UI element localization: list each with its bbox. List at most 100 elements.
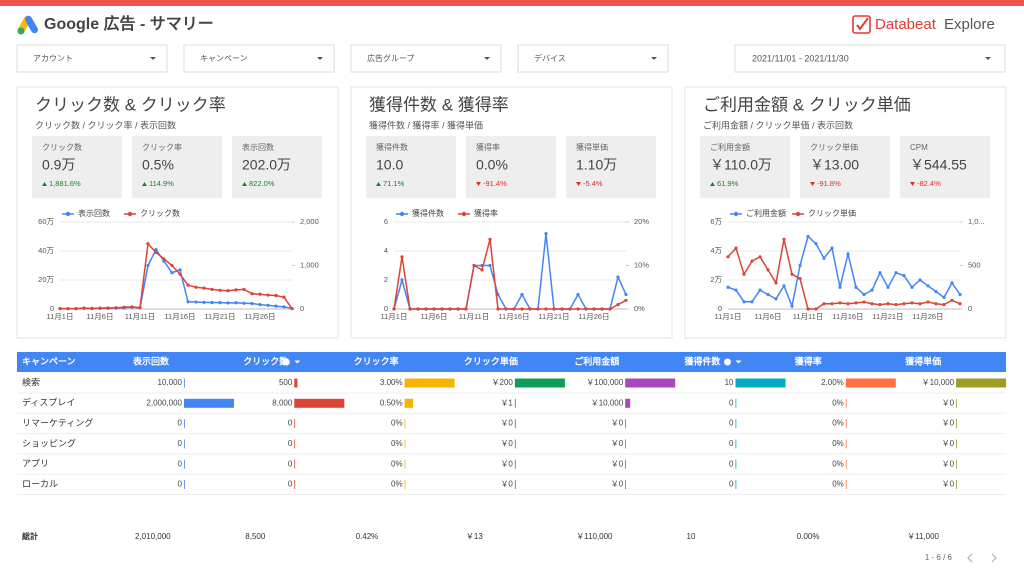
- cell-bar: [845, 439, 847, 449]
- sort-arrow[interactable]: [735, 360, 742, 364]
- data-point: [154, 250, 158, 255]
- data-point: [242, 287, 246, 292]
- dropdown-arrow[interactable]: [150, 57, 156, 60]
- cell-value: ￥0: [500, 419, 513, 428]
- column-header[interactable]: クリック数: [243, 355, 289, 366]
- data-point: [234, 301, 238, 305]
- column-header[interactable]: 獲得単価: [905, 355, 941, 366]
- data-point: [846, 252, 850, 256]
- data-point: [258, 292, 262, 296]
- data-point: [202, 300, 206, 304]
- cell-value: ￥100,000: [586, 378, 623, 387]
- cell-bar: [956, 378, 1007, 388]
- data-point: [910, 301, 914, 305]
- dropdown-arrow[interactable]: [651, 57, 657, 60]
- date-range-picker[interactable]: 2021/11/01 - 2021/11/30: [734, 44, 1006, 73]
- total-value: 0.42%: [356, 532, 379, 541]
- google-ads-logo: [17, 15, 38, 35]
- x-tick-label: 11月11日: [125, 312, 156, 321]
- data-point: [878, 303, 882, 307]
- dropdown-label[interactable]: キャンペーン: [200, 54, 248, 63]
- filter-dropdown[interactable]: アカウント: [16, 44, 168, 73]
- cell-value: 0%: [391, 439, 403, 448]
- y-tick-label: 2万: [710, 275, 722, 284]
- kpi-card: [800, 136, 890, 198]
- data-point: [504, 307, 508, 311]
- data-point: [918, 278, 922, 282]
- dropdown-box[interactable]: [183, 44, 335, 73]
- kpi-label: クリック単価: [810, 142, 858, 152]
- column-header[interactable]: クリック単価: [464, 355, 518, 366]
- cell-value: 0.50%: [380, 398, 403, 407]
- kpi-card: [366, 136, 456, 198]
- data-point: [218, 301, 222, 305]
- data-point: [488, 263, 492, 268]
- filter-dropdown[interactable]: キャンペーン: [183, 44, 335, 73]
- cell-value: ￥0: [611, 439, 624, 448]
- data-point: [106, 306, 110, 310]
- data-point: [742, 300, 746, 304]
- dropdown-arrow[interactable]: [985, 57, 991, 60]
- data-point: [392, 307, 396, 311]
- kpi-value: ￥110.0万: [710, 157, 772, 173]
- x-tick-label: 11月1日: [715, 312, 742, 321]
- total-value: ￥13: [466, 532, 483, 541]
- column-header[interactable]: 表示回数: [132, 355, 170, 366]
- data-point: [82, 306, 86, 310]
- data-point: [162, 257, 166, 261]
- dropdown-arrow[interactable]: [317, 57, 323, 60]
- x-tick-label: 11月16日: [164, 312, 195, 321]
- filter-dropdown[interactable]: 広告グループ: [350, 44, 502, 73]
- column-header[interactable]: クリック率: [354, 355, 399, 366]
- dropdown-box[interactable]: [16, 44, 168, 73]
- dropdown-box[interactable]: [734, 44, 1006, 73]
- cell-value: ￥0: [500, 480, 513, 489]
- logo-part: [25, 15, 38, 34]
- cell-bar: [184, 439, 185, 449]
- data-point: [130, 305, 134, 309]
- data-point: [66, 306, 70, 311]
- brand-product: Explore: [944, 16, 995, 33]
- prev-page[interactable]: [967, 553, 973, 563]
- cell-value: ￥0: [500, 439, 513, 448]
- data-point: [544, 232, 548, 236]
- kpi-card: [132, 136, 222, 198]
- dropdown-arrow[interactable]: [484, 57, 490, 60]
- data-point: [934, 290, 938, 294]
- y-tick-label: 20万: [38, 275, 54, 284]
- total-value: 0.00%: [797, 532, 820, 541]
- campaign-name: ディスプレイ: [22, 397, 75, 408]
- data-point: [424, 307, 428, 311]
- cell-bar: [845, 398, 847, 408]
- cell-value: 0%: [391, 419, 403, 428]
- cell-bar: [514, 439, 516, 449]
- data-point: [742, 272, 746, 276]
- data-point: [886, 302, 890, 306]
- next-page[interactable]: [991, 553, 997, 563]
- cell-bar: [735, 480, 737, 489]
- data-point: [806, 307, 810, 311]
- cell-value: ￥0: [942, 398, 955, 407]
- dropdown-box[interactable]: [517, 44, 669, 73]
- cell-bar: [956, 419, 957, 429]
- help-icon[interactable]: [724, 358, 731, 366]
- dropdown-label[interactable]: デバイス: [534, 53, 566, 63]
- date-range[interactable]: 2021/11/01 - 2021/11/30: [752, 53, 849, 63]
- top-bar: [0, 0, 1024, 6]
- dropdown-label[interactable]: アカウント: [33, 54, 73, 63]
- data-point: [814, 307, 818, 311]
- filter-dropdown[interactable]: デバイス: [517, 44, 669, 73]
- dropdown-label[interactable]: 広告グループ: [367, 53, 415, 63]
- column-header[interactable]: 獲得率: [795, 355, 822, 366]
- kpi-label: 表示回数: [242, 142, 274, 152]
- data-point: [616, 275, 620, 279]
- column-header[interactable]: ご利用金額: [574, 355, 619, 366]
- cell-bar: [404, 439, 406, 449]
- kpi-label: クリック数: [42, 142, 82, 152]
- help-icon[interactable]: [282, 358, 290, 366]
- brand-icon-check: [856, 17, 869, 31]
- dropdown-box[interactable]: [350, 44, 502, 73]
- data-point: [170, 263, 174, 268]
- sort-arrow[interactable]: [294, 360, 301, 364]
- column-header[interactable]: 獲得件数: [685, 355, 722, 366]
